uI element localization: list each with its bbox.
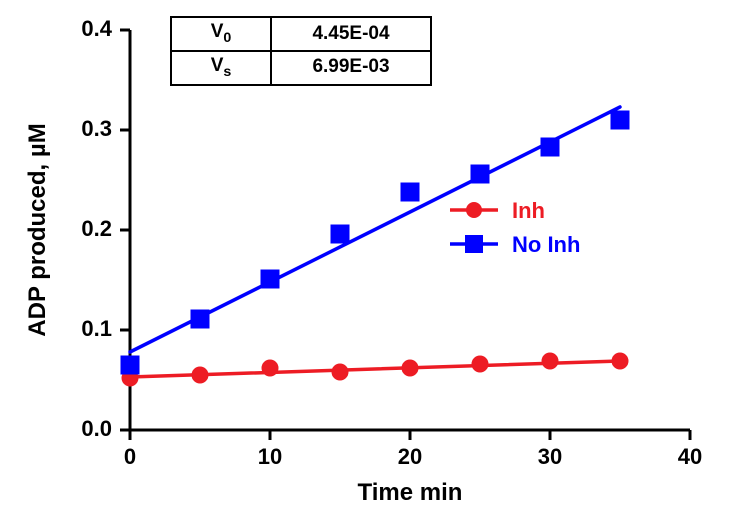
data-point [471,165,489,183]
data-point [192,367,208,383]
legend-marker [466,202,482,218]
data-point [472,356,488,372]
legend-marker [465,235,483,253]
x-tick-label: 10 [258,444,282,469]
data-point [541,138,559,156]
inset-param-cell: Vs [171,51,271,85]
data-point [542,353,558,369]
data-point [612,353,628,369]
data-point [611,111,629,129]
x-tick-label: 40 [678,444,702,469]
data-point [332,364,348,380]
inset-table: V04.45E-04Vs6.99E-03 [170,16,432,86]
data-point [261,270,279,288]
y-tick-label: 0.0 [81,416,112,441]
x-tick-label: 0 [124,444,136,469]
data-point [331,225,349,243]
data-point [402,360,418,376]
data-point [121,356,139,374]
inset-table-row: Vs6.99E-03 [171,51,431,85]
y-tick-label: 0.1 [81,316,112,341]
data-point [262,360,278,376]
inset-param-cell: V0 [171,17,271,51]
y-tick-label: 0.2 [81,216,112,241]
x-tick-label: 30 [538,444,562,469]
inset-table-row: V04.45E-04 [171,17,431,51]
inset-value-cell: 4.45E-04 [271,17,431,51]
data-point [401,183,419,201]
y-tick-label: 0.3 [81,116,112,141]
y-axis-title: ADP produced, µM [24,123,51,336]
legend-label: No Inh [512,232,580,257]
chart-container: 0 10 20 30 40 Time min 0.0 0.1 0.2 0.3 0.4 ADP prod… [0,0,736,518]
inset-value-cell: 6.99E-03 [271,51,431,85]
y-tick-label: 0.4 [81,16,112,41]
x-tick-label: 20 [398,444,422,469]
legend-label: Inh [512,198,545,223]
data-point [191,310,209,328]
x-axis-title: Time min [358,479,463,506]
